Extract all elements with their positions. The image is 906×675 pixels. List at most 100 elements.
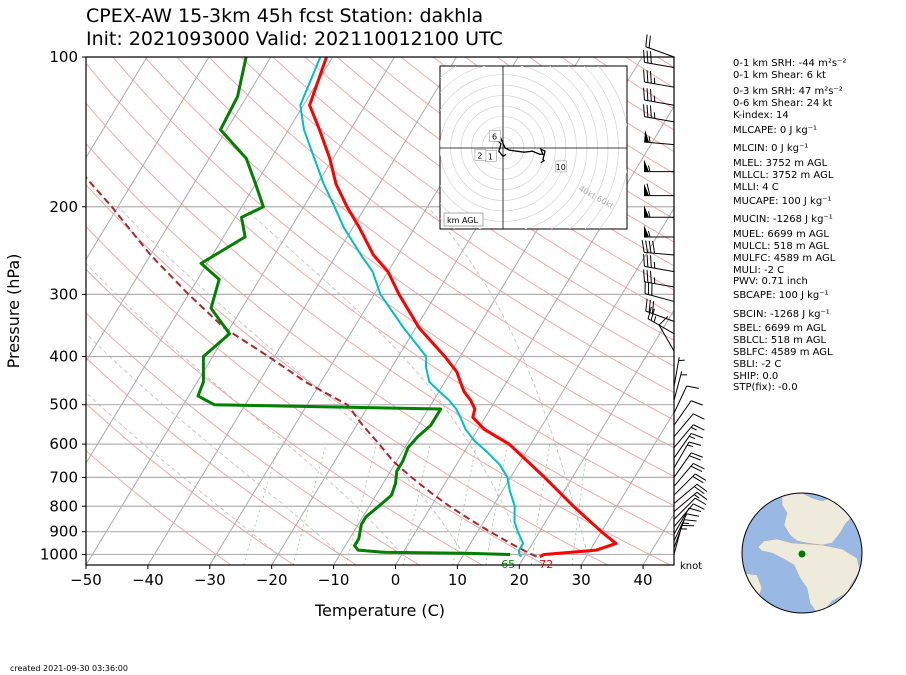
sounding-index: MUCAPE: 100 J kg⁻¹: [733, 196, 832, 207]
dry-adiabat: [176, 57, 674, 421]
barb-full: [645, 240, 649, 253]
barb-full: [646, 50, 649, 63]
barb-full: [692, 476, 704, 484]
y-tick-label: 600: [49, 435, 78, 453]
isotherm: [86, 57, 272, 363]
barb-staff: [673, 424, 694, 448]
temperature-profile: [308, 57, 618, 558]
surface-temperature-label: 72: [539, 558, 553, 571]
hodograph-height-label: 10: [556, 163, 566, 172]
barb-full: [651, 301, 655, 314]
sounding-index: 0-1 km SRH: -44 m²s⁻²: [733, 58, 847, 69]
barb-staff: [673, 452, 692, 478]
barb-full: [696, 483, 708, 492]
barb-staff: [673, 497, 696, 520]
barb-full: [688, 441, 702, 446]
barb-full: [648, 299, 651, 313]
dry-adiabat: [272, 57, 674, 341]
hodograph-trace: [497, 137, 546, 164]
x-tick-label: 0: [391, 571, 401, 589]
barb-full: [696, 491, 708, 500]
barb-half: [689, 435, 696, 440]
wind-barb: [644, 224, 674, 238]
barb-full: [643, 87, 645, 101]
mixing-ratio-line: [452, 444, 477, 565]
mixing-ratio-line: [292, 443, 327, 565]
wind-barb: [647, 306, 675, 335]
barb-full: [643, 49, 645, 63]
barb-pennant: [644, 224, 649, 237]
dry-adiabat: [304, 57, 674, 316]
skewt-profiles: [86, 57, 618, 558]
globe-land: [781, 493, 855, 546]
dry-adiabat: [86, 184, 608, 565]
wind-barbs: [641, 34, 708, 555]
barb-full: [693, 503, 705, 510]
dry-adiabat: [240, 57, 674, 367]
wind-barb: [673, 433, 703, 459]
barb-staff: [645, 310, 675, 322]
sounding-index: SHIP: 0.0: [733, 371, 779, 382]
sounding-index: MULCL: 518 m AGL: [733, 241, 829, 252]
barb-full: [646, 183, 651, 196]
barb-pennant: [644, 130, 650, 143]
barb-full: [693, 463, 705, 470]
barb-full: [648, 240, 652, 254]
mixing-ratio-line: [530, 444, 551, 565]
barb-staff: [644, 81, 675, 88]
barb-half: [694, 494, 700, 499]
barb-staff: [647, 318, 675, 335]
x-tick-label: 10: [448, 571, 467, 589]
globe-land: [757, 538, 861, 613]
x-axis-label: Temperature (C): [314, 601, 445, 620]
sounding-index: SBLI: -2 C: [733, 359, 782, 370]
dewpoint-profile: [196, 57, 511, 556]
barb-pennant: [644, 205, 649, 218]
barb-full: [646, 104, 649, 118]
hodograph-height-box: [555, 160, 568, 173]
moist-adiabat: [242, 206, 527, 555]
sounding-index: MLCIN: 0 J kg⁻¹: [733, 143, 809, 154]
barb-full: [684, 519, 697, 522]
barb-full: [646, 70, 649, 83]
barb-staff: [644, 265, 675, 273]
barb-full: [641, 240, 645, 253]
isotherm: [147, 57, 457, 565]
barb-staff: [673, 473, 696, 496]
wind-barb: [644, 159, 674, 173]
wind-barb: [644, 205, 674, 218]
x-tick-label: 20: [510, 571, 529, 589]
barb-staff: [673, 413, 694, 438]
sounding-index: MLEL: 3752 m AGL: [733, 158, 828, 169]
wind-barb: [673, 371, 688, 401]
wind-barb: [673, 503, 705, 528]
skewt-grid: [86, 57, 674, 565]
plot-frame: [85, 56, 675, 566]
wind-barb: [673, 473, 707, 496]
hodograph-frame: [439, 65, 628, 230]
barb-full: [646, 88, 649, 101]
barb-full: [649, 51, 652, 64]
barb-staff: [673, 357, 680, 387]
wind-barb: [673, 441, 702, 469]
wind-unit-label: knot: [680, 561, 702, 572]
barb-full: [645, 298, 648, 312]
moist-adiabat: [86, 262, 403, 555]
sounding-index: MLLI: 4 C: [733, 182, 779, 193]
barb-full: [649, 105, 652, 118]
barb-full: [643, 69, 645, 83]
barb-full: [649, 70, 652, 84]
dry-adiabat: [86, 312, 420, 565]
barb-half: [683, 522, 690, 525]
barb-pennant: [644, 183, 649, 196]
globe-land: [742, 494, 763, 514]
x-tick-label: −30: [194, 571, 226, 589]
parcel-profile: [86, 176, 538, 558]
barb-staff: [673, 400, 692, 426]
barb-half: [653, 316, 657, 323]
barb-full: [643, 269, 645, 282]
created-timestamp: created 2021-09-30 03:36:00: [10, 664, 128, 673]
y-tick-label: 200: [49, 198, 78, 216]
